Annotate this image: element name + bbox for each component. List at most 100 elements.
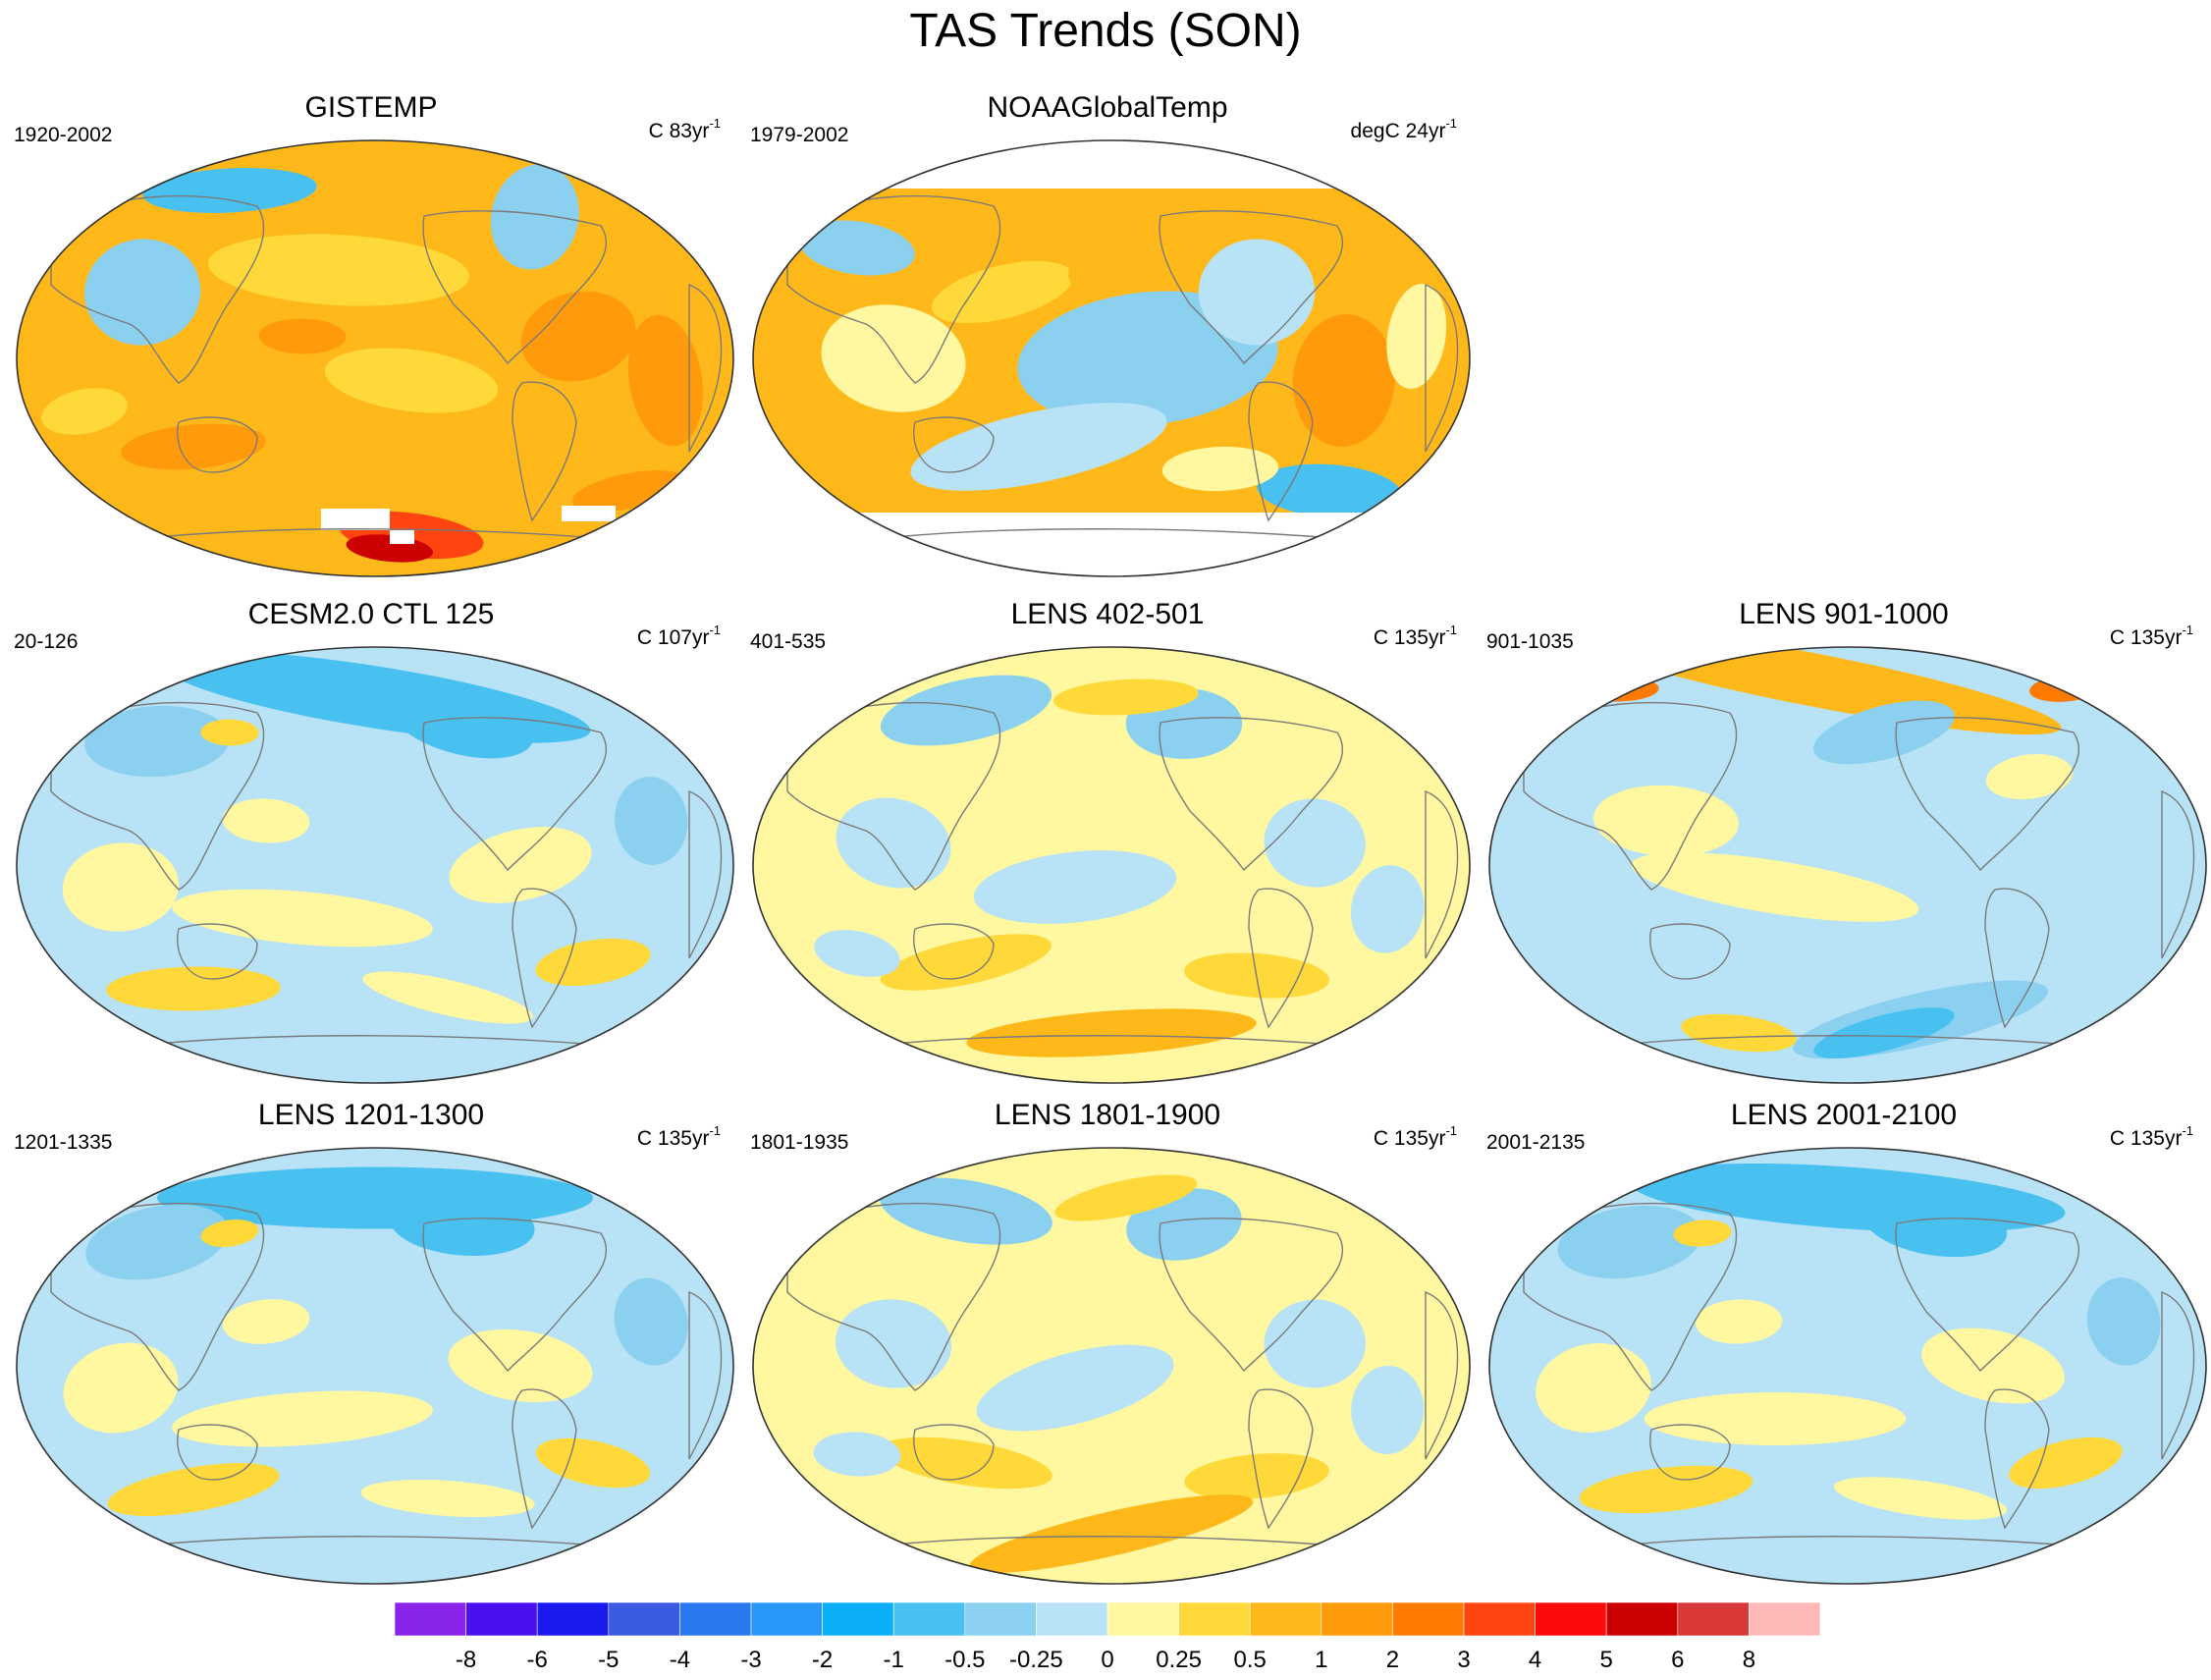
anomaly-field — [753, 647, 1470, 1083]
period-label: 20-126 — [14, 630, 79, 653]
panel-gistemp: GISTEMP 1920-2002 C 83yr-1 — [2, 90, 740, 577]
coastlines — [50, 701, 723, 1048]
colorbar-label: 0 — [1101, 1647, 1113, 1673]
anomaly-region — [1813, 700, 1955, 765]
coastline — [50, 194, 265, 384]
coastline — [177, 416, 258, 473]
anomaly-region — [1579, 1465, 1753, 1514]
anomaly-region — [836, 797, 951, 889]
colorbar-swatch — [1535, 1601, 1607, 1637]
anomaly-region — [200, 1219, 259, 1247]
period-label: 901-1035 — [1486, 630, 1574, 653]
world-map — [1488, 646, 2207, 1084]
anomaly-region — [1673, 1219, 1732, 1247]
colorbar-label: 0.25 — [1156, 1647, 1202, 1673]
coastline — [512, 888, 577, 1029]
coastline — [1649, 1424, 1731, 1481]
anomaly-region — [362, 971, 533, 1024]
colorbar-swatch — [1749, 1601, 1821, 1637]
colorbar-label: -8 — [456, 1647, 476, 1673]
coastline — [50, 701, 265, 891]
coastline — [1523, 1202, 1738, 1391]
coastline — [1895, 1218, 2080, 1373]
colorbar-swatch — [1249, 1601, 1322, 1637]
colorbar-label: 4 — [1529, 1647, 1541, 1673]
anomaly-region — [1631, 852, 1919, 922]
coastline — [688, 283, 723, 453]
figure-title: TAS Trends (SON) — [909, 5, 1302, 57]
anomaly-region — [1292, 314, 1395, 447]
anomaly-region — [1921, 1328, 2065, 1404]
colorbar-label: -0.25 — [1009, 1647, 1063, 1673]
anomaly-region — [976, 1344, 1174, 1432]
colorbar-label: 3 — [1457, 1647, 1470, 1673]
anomaly-region — [520, 291, 636, 382]
anomaly-region — [1067, 246, 1156, 294]
panel-title: CESM2.0 CTL 125 — [247, 598, 495, 630]
coastline — [1425, 1290, 1459, 1460]
panel-lens-1801: LENS 1801-1900 1801-1935 C 135yr-1 — [738, 1098, 1477, 1585]
anomaly-region — [1695, 1299, 1783, 1344]
panel-title: NOAAGlobalTemp — [987, 91, 1228, 124]
units-label: degC 24yr-1 — [1350, 116, 1457, 142]
coastline — [786, 1202, 1001, 1391]
anomaly-region — [172, 1390, 433, 1447]
world-map — [752, 1147, 1471, 1585]
anomaly-region — [222, 1299, 310, 1344]
world-map — [1488, 1147, 2207, 1585]
coastlines — [50, 194, 723, 541]
colorbar-label: 8 — [1743, 1647, 1755, 1673]
anomaly-region — [821, 304, 966, 412]
colorbar-label: 5 — [1600, 1647, 1613, 1673]
anomaly-region — [391, 688, 534, 759]
colorbar-swatch — [608, 1601, 680, 1637]
panel-title: LENS 1201-1300 — [257, 1099, 485, 1131]
coastline — [50, 1202, 265, 1391]
anomaly-region — [614, 1277, 688, 1366]
missing-data-region — [321, 509, 390, 530]
anomaly-region — [1536, 1343, 1651, 1433]
anomaly-region — [2009, 1436, 2123, 1490]
units-label: C 135yr-1 — [2109, 623, 2193, 649]
coastline — [786, 701, 1001, 891]
coastline — [129, 528, 621, 541]
colorbar-swatch — [394, 1601, 466, 1637]
world-map — [16, 1147, 734, 1585]
colorbar-label: 6 — [1671, 1647, 1684, 1673]
coastline — [512, 1388, 577, 1530]
anomaly-region — [1557, 1205, 1702, 1279]
anomaly-region — [969, 1494, 1254, 1573]
map-border — [752, 139, 1471, 577]
anomaly-region — [814, 930, 900, 977]
colorbar-swatch — [1321, 1601, 1393, 1637]
anomaly-region — [1644, 1392, 1907, 1445]
coastline — [1523, 701, 1738, 891]
anomaly-region — [107, 1463, 280, 1516]
anomaly-region — [1985, 754, 2074, 799]
panel-title: LENS 1801-1900 — [994, 1099, 1221, 1131]
anomaly-region — [490, 164, 579, 270]
map-border — [16, 139, 734, 577]
coastline — [2161, 1290, 2195, 1460]
anomaly-region — [813, 1432, 901, 1477]
colorbar-swatch — [1463, 1601, 1536, 1637]
anomaly-region — [880, 1436, 1052, 1490]
units-label: C 135yr-1 — [1373, 623, 1457, 649]
world-map — [752, 139, 1471, 577]
coastline — [129, 1035, 621, 1048]
anomaly-region — [1681, 1013, 1797, 1053]
panel-title: LENS 2001-2100 — [1730, 1099, 1958, 1131]
coastline — [422, 717, 608, 872]
period-label: 1801-1935 — [750, 1131, 849, 1154]
anomaly-region — [2086, 1277, 2161, 1366]
coastline — [1248, 888, 1314, 1029]
coastline — [786, 194, 1001, 384]
panel-title: LENS 901-1000 — [1739, 598, 1949, 630]
colorbar-swatch — [679, 1601, 752, 1637]
anomaly-region — [1257, 463, 1402, 518]
anomaly-region — [1834, 1477, 2007, 1520]
anomaly-field — [753, 1148, 1470, 1584]
missing-data-region — [753, 140, 1470, 189]
coastline — [865, 1035, 1358, 1048]
coastline — [512, 381, 577, 522]
